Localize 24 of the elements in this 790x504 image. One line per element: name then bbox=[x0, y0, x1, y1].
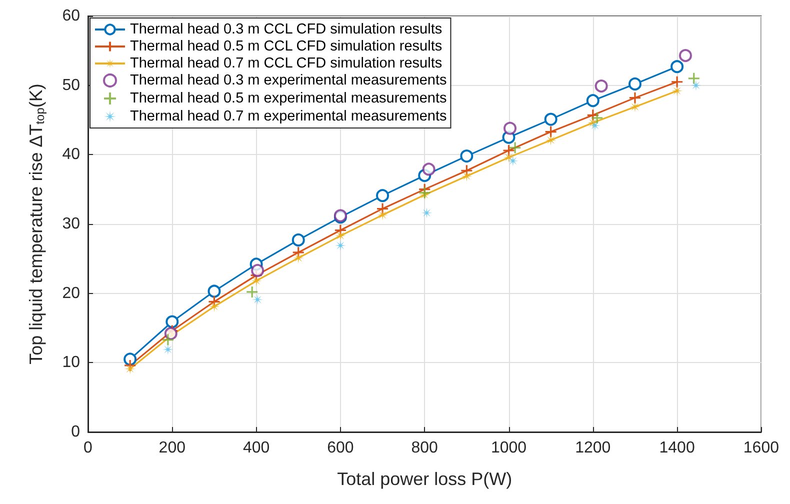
x-tick-label: 200 bbox=[158, 440, 186, 456]
y-tick-label: 30 bbox=[62, 216, 80, 232]
y-tick-label: 0 bbox=[71, 424, 80, 440]
x-tick-label: 800 bbox=[411, 440, 438, 456]
x-tick-label: 1400 bbox=[659, 440, 695, 456]
y-axis-title: Top liquid temperature rise ΔTtop(K) bbox=[26, 84, 47, 364]
x-tick-label: 1200 bbox=[575, 440, 611, 456]
legend-label: Thermal head 0.3 m CCL CFD simulation results bbox=[130, 22, 442, 38]
legend-label: Thermal head 0.5 m CCL CFD simulation results bbox=[130, 38, 442, 54]
x-tick-label: 400 bbox=[242, 440, 270, 456]
legend-label: Thermal head 0.3 m experimental measurements bbox=[130, 72, 447, 88]
x-axis-title: Total power loss P(W) bbox=[337, 469, 512, 489]
legend-label: Thermal head 0.7 m CCL CFD simulation results bbox=[130, 56, 442, 72]
y-tick-label: 40 bbox=[62, 146, 80, 164]
x-tick-label: 1000 bbox=[490, 440, 527, 456]
x-tick-label: 1600 bbox=[743, 440, 780, 456]
x-tick-label: 0 bbox=[84, 440, 93, 456]
legend-label: Thermal head 0.7 m experimental measurements bbox=[130, 108, 447, 124]
y-tick-label: 20 bbox=[62, 284, 80, 302]
y-tick-label: 60 bbox=[62, 8, 80, 24]
legend-label: Thermal head 0.5 m experimental measurements bbox=[130, 90, 447, 106]
x-tick-label: 600 bbox=[327, 440, 354, 456]
y-tick-label: 50 bbox=[62, 76, 80, 94]
y-tick-label: 10 bbox=[62, 354, 80, 372]
